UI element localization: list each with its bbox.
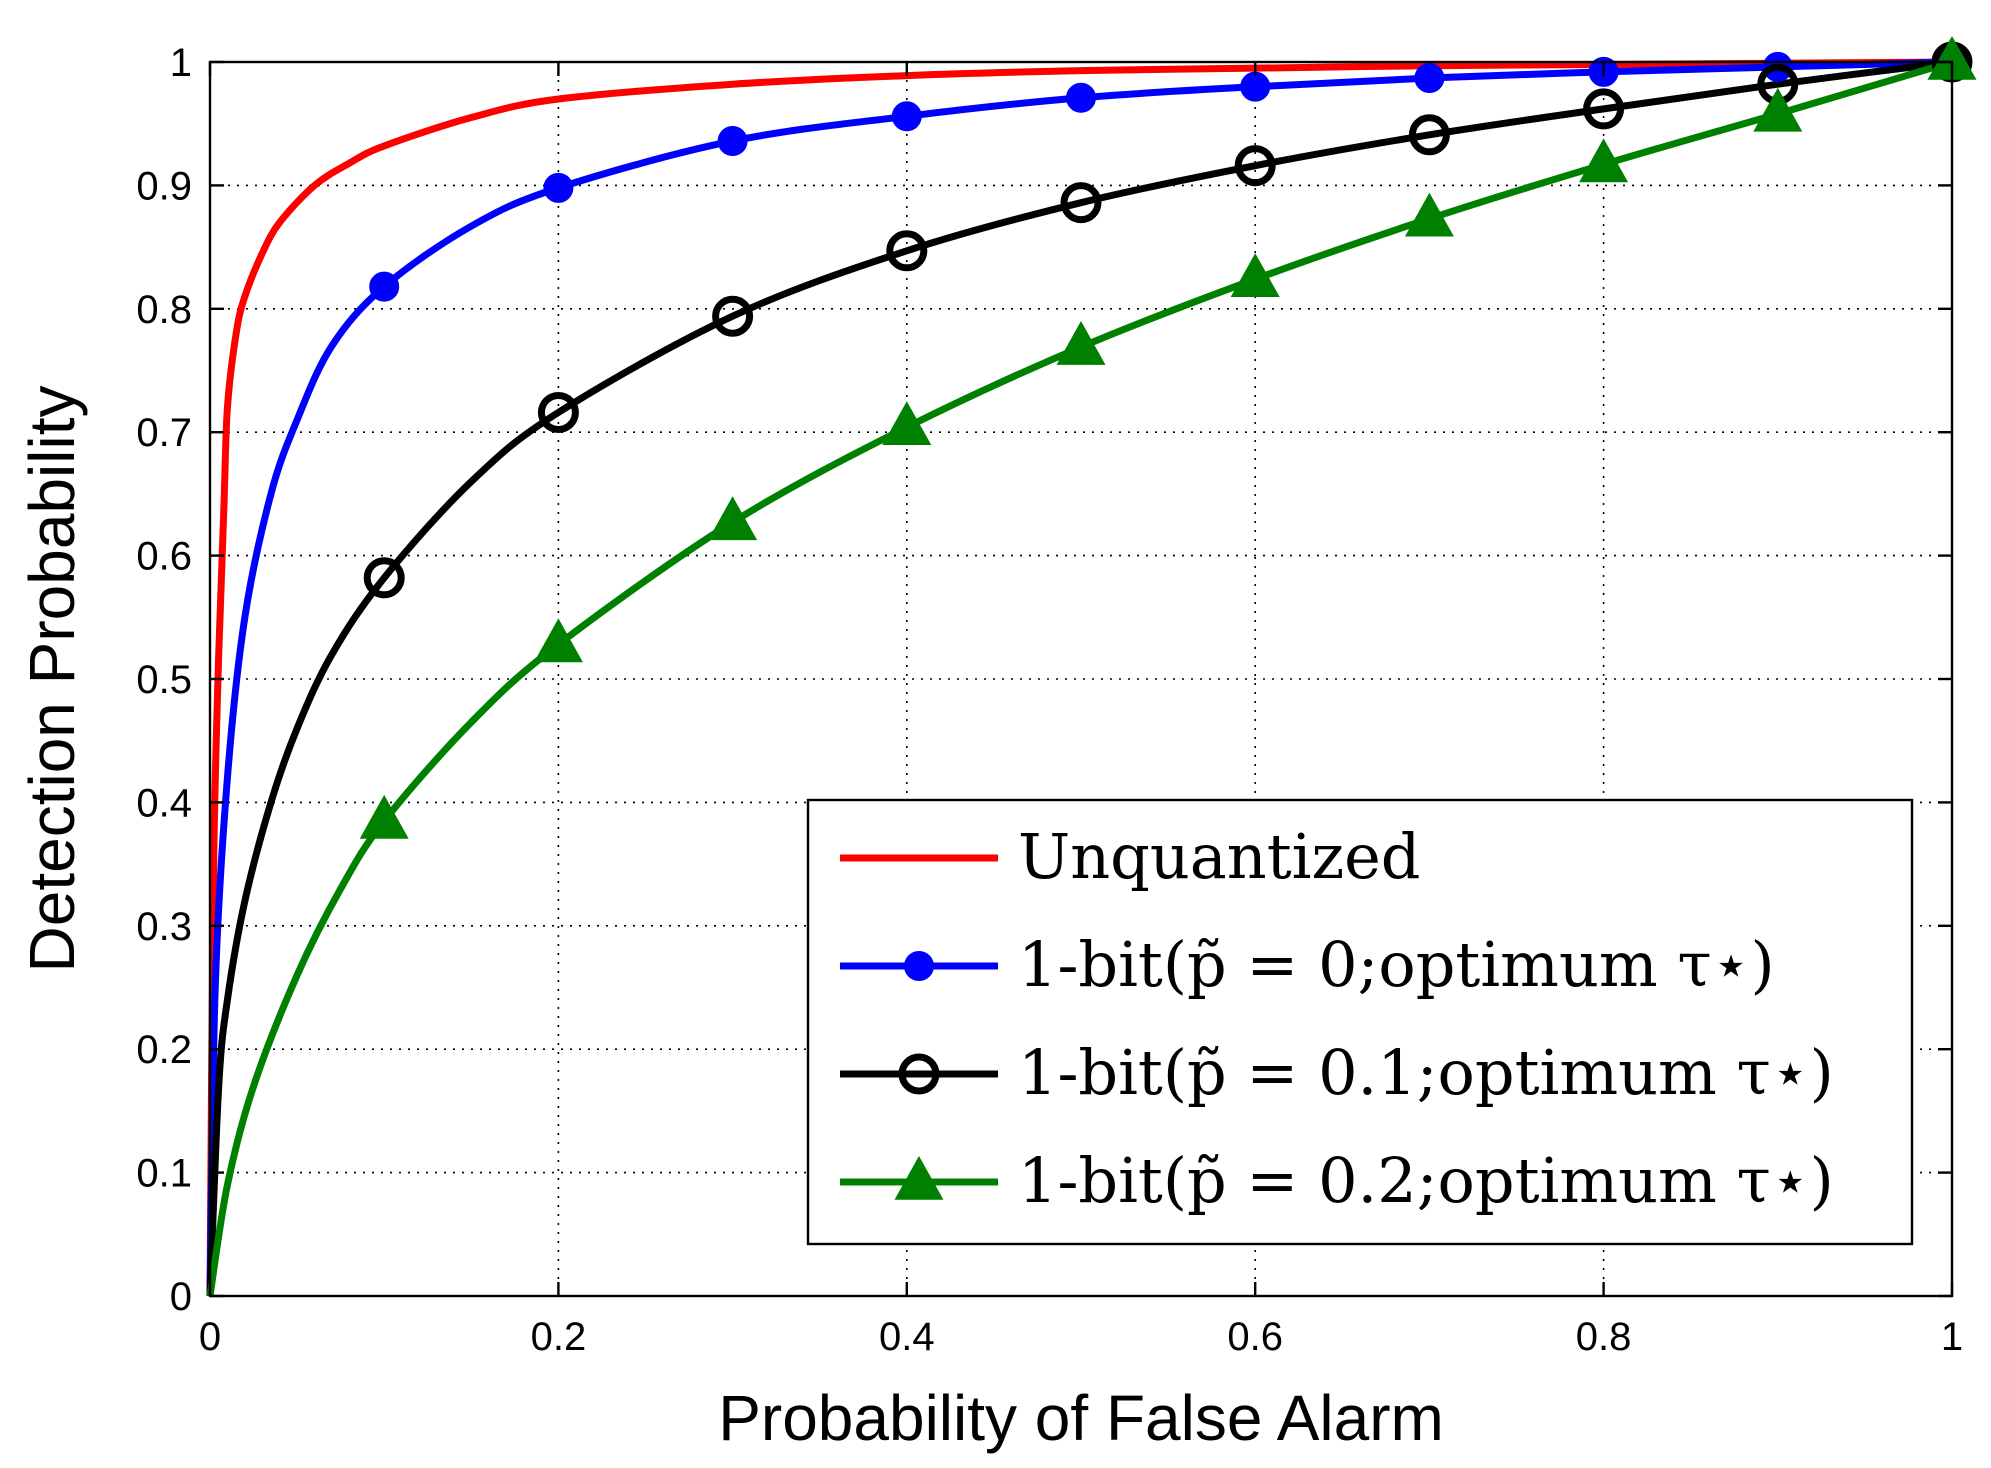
- series-1-marker: [1414, 63, 1445, 94]
- series-2-marker: [1583, 88, 1625, 130]
- series-1-marker: [369, 271, 400, 302]
- legend-box: [806, 798, 1914, 1246]
- series-2-marker: [886, 230, 928, 272]
- series-3-marker: [708, 496, 758, 541]
- y-tick-label: 1: [170, 41, 192, 85]
- y-tick-label: 0.3: [136, 905, 192, 949]
- series-3-marker: [1753, 87, 1803, 132]
- y-tick-label: 0.4: [136, 781, 192, 825]
- legend-label-3: 1-bit(p̃ = 0.2;optimum τ⋆): [1018, 1144, 1834, 1217]
- y-axis-label: Detection Probability: [16, 386, 88, 973]
- y-tick-label: 0.2: [136, 1028, 192, 1072]
- y-tick-label: 0.9: [136, 164, 192, 208]
- x-tick-label: 0.6: [1227, 1315, 1283, 1359]
- x-tick-label: 0: [199, 1315, 221, 1359]
- series-3-marker: [1579, 138, 1629, 183]
- x-tick-label: 1: [1941, 1315, 1963, 1359]
- legend-label-2: 1-bit(p̃ = 0.1;optimum τ⋆): [1018, 1036, 1834, 1109]
- series-3-marker: [533, 618, 583, 663]
- x-tick-label: 0.2: [531, 1315, 587, 1359]
- x-tick-label: 0.4: [879, 1315, 935, 1359]
- legend-label-0: Unquantized: [1018, 820, 1421, 893]
- legend-marker-2: [898, 1053, 940, 1095]
- series-3-marker: [1056, 321, 1106, 365]
- y-tick-label: 0.6: [136, 535, 192, 579]
- axis-ticks: 0 0.2 0.4 0.6 0.8 1 0 0.1 0.2 0.3 0.4 0.5 0.6 0.7 0.8 0…: [136, 41, 1963, 1359]
- series-3-marker: [1404, 192, 1454, 237]
- series-2-marker: [1234, 145, 1276, 187]
- y-tick-label: 0.1: [136, 1152, 192, 1196]
- legend: Unquantized 1-bit(p̃ = 0;optimum τ⋆) 1-bit…: [806, 798, 1914, 1246]
- series-1-marker: [1066, 82, 1096, 113]
- series-1-marker: [1240, 71, 1271, 102]
- series-2-marker: [363, 557, 405, 599]
- series-1-marker: [717, 125, 748, 156]
- series-3-marker: [1230, 253, 1280, 297]
- legend-marker-3: [894, 1155, 944, 1200]
- series-1-marker: [543, 172, 574, 203]
- series-2-marker: [537, 391, 579, 433]
- legend-marker-1: [904, 951, 934, 981]
- y-tick-label: 0: [170, 1275, 192, 1319]
- series-line-2: [206, 58, 1953, 1297]
- y-tick-label: 0.5: [136, 658, 192, 702]
- y-tick-label: 0.8: [136, 288, 192, 332]
- series-3-marker: [882, 401, 932, 446]
- series-2-marker: [712, 295, 754, 337]
- x-tick-label: 0.8: [1576, 1315, 1632, 1359]
- series-1-marker: [891, 101, 922, 132]
- x-axis-label: Probability of False Alarm: [718, 1382, 1444, 1454]
- series-2-marker: [1060, 182, 1102, 224]
- series-3-marker: [359, 794, 409, 839]
- series-2-marker: [1408, 114, 1450, 156]
- series-line-3: [206, 58, 1953, 1297]
- series-markers: [359, 35, 1977, 839]
- y-tick-label: 0.7: [136, 411, 192, 455]
- legend-label-1: 1-bit(p̃ = 0;optimum τ⋆): [1018, 928, 1775, 1001]
